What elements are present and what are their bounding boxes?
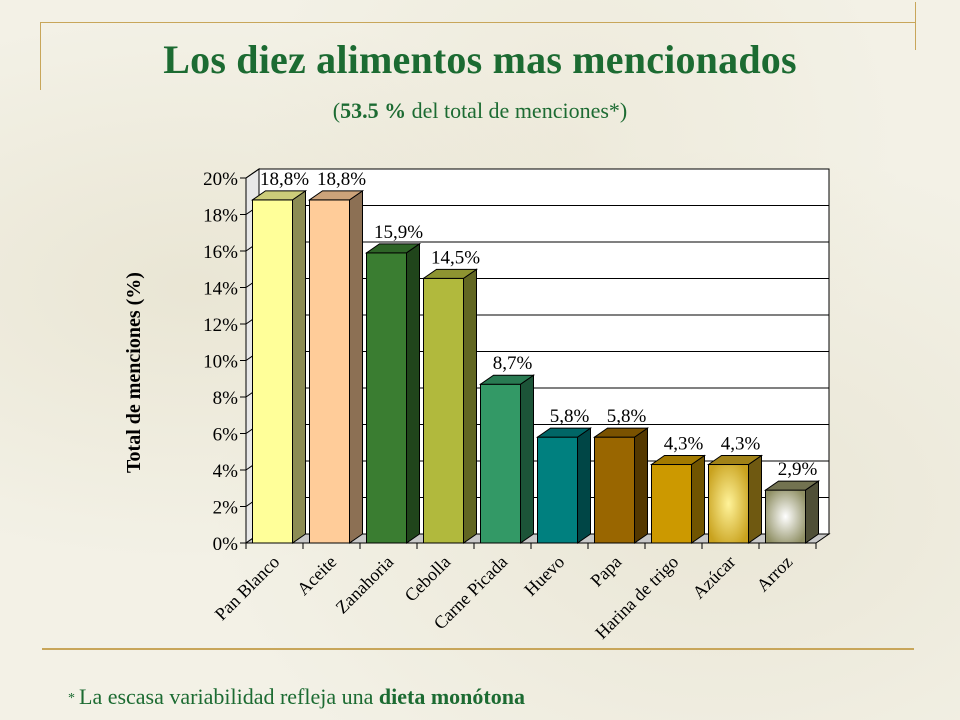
bar [763, 480, 821, 544]
category-label: Papa [586, 552, 625, 591]
bar-top [592, 427, 650, 438]
bar-top [649, 455, 707, 466]
bar-top [421, 268, 479, 279]
subtitle-text: del total de menciones*) [406, 98, 628, 123]
y-tick-label: 18% [203, 206, 238, 227]
bar-front [480, 383, 521, 544]
y-tick-label: 2% [213, 498, 239, 519]
bar [478, 374, 536, 544]
bar [706, 454, 764, 544]
y-tick-label: 16% [203, 242, 238, 263]
y-tick-label: 12% [203, 315, 238, 336]
footnote: * La escasa variabilidad refleja una diet… [68, 684, 525, 710]
y-tick-label: 20% [203, 169, 238, 190]
data-label: 14,5% [431, 247, 480, 268]
data-label: 2,9% [778, 459, 818, 480]
bar [421, 268, 479, 544]
category-label: Zanahoria [332, 552, 398, 618]
bar-top [364, 243, 422, 254]
right-rule [915, 2, 916, 50]
bar-top [250, 190, 308, 201]
category-label: Cebolla [401, 552, 455, 606]
y-tick-label: 8% [213, 388, 239, 409]
y-axis-title: Total de menciones (%) [123, 272, 145, 473]
data-label: 8,7% [493, 353, 533, 374]
bar-side [748, 454, 762, 544]
footnote-marker: * [68, 691, 75, 706]
bar [535, 427, 593, 544]
bar-front [309, 199, 350, 544]
data-label: 18,8% [317, 169, 366, 190]
bar-side [349, 189, 363, 544]
data-label: 4,3% [721, 434, 761, 455]
category-label: Huevo [520, 552, 568, 600]
bar-side [520, 374, 534, 544]
category-label: Azúcar [688, 552, 739, 603]
bar [592, 427, 650, 544]
bar-side [292, 189, 306, 544]
slide-subtitle: (53.5 % del total de menciones*) [0, 98, 960, 124]
y-tick-label: 14% [203, 279, 238, 300]
y-tick-label: 0% [213, 534, 239, 555]
data-label: 4,3% [664, 434, 704, 455]
gridline [245, 168, 829, 179]
footnote-emphasis: dieta monótona [378, 684, 525, 709]
category-label: Aceite [293, 552, 340, 599]
bar [307, 189, 365, 544]
bar-top [706, 455, 764, 466]
bar-front [651, 464, 692, 544]
data-label: 5,8% [607, 406, 647, 427]
bar-front [765, 489, 806, 544]
bar-side [634, 427, 648, 544]
bar-top [307, 190, 365, 201]
bar [250, 189, 308, 544]
category-label: Arroz [752, 552, 796, 596]
bar-front [252, 199, 293, 544]
bar [649, 454, 707, 544]
category-label: Pan Blanco [211, 552, 283, 624]
left-rule [40, 22, 41, 90]
y-tick-label: 4% [213, 461, 239, 482]
y-tick-label: 10% [203, 352, 238, 373]
bar-front [594, 436, 635, 544]
bottom-rule [42, 648, 914, 650]
bar-front [366, 252, 407, 544]
bar-top [478, 374, 536, 385]
y-tick-label: 6% [213, 425, 239, 446]
bar-side [577, 427, 591, 544]
subtitle-percentage: 53.5 % [340, 98, 407, 123]
bar-side [805, 480, 819, 544]
slide-title: Los diez alimentos mas mencionados [163, 37, 797, 82]
bar-top [535, 427, 593, 438]
data-label: 18,8% [260, 169, 309, 190]
bar-front [537, 436, 578, 544]
bar-side [691, 454, 705, 544]
footnote-text: La escasa variabilidad refleja una [79, 684, 379, 709]
chart-bars [250, 189, 821, 544]
bar [364, 242, 422, 544]
bar-side [463, 268, 477, 544]
chart-axes: 0% 2% 4% 6% 8% 10% 12% 14% 16% 18% 20% [203, 169, 817, 555]
bar-side [406, 242, 420, 544]
bar-top [763, 480, 821, 491]
subtitle-open-paren: ( [332, 98, 341, 123]
top-rule [40, 22, 916, 23]
data-label: 15,9% [374, 222, 423, 243]
data-label: 5,8% [550, 406, 590, 427]
bar-front [708, 464, 749, 544]
bar-front [423, 277, 464, 544]
